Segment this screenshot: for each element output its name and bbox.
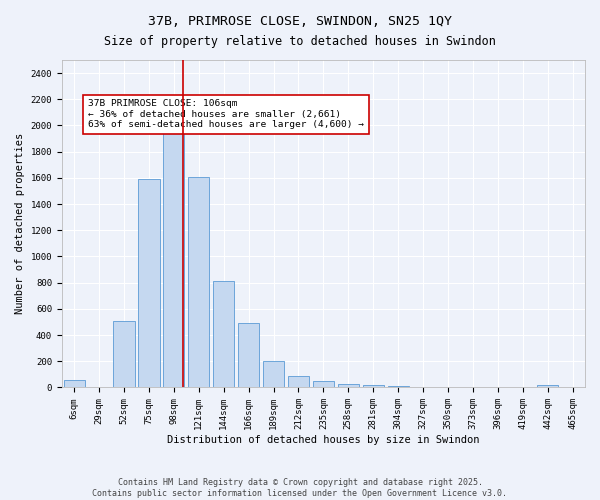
Bar: [188, 176, 209, 388]
Text: 37B, PRIMROSE CLOSE, SWINDON, SN25 1QY: 37B, PRIMROSE CLOSE, SWINDON, SN25 1QY: [148, 15, 452, 28]
Bar: [388, 386, 409, 388]
Bar: [139, 179, 160, 388]
Text: Size of property relative to detached houses in Swindon: Size of property relative to detached ho…: [104, 35, 496, 48]
Bar: [263, 362, 284, 388]
Bar: [238, 324, 259, 388]
Bar: [213, 282, 235, 388]
Bar: [362, 385, 384, 388]
Bar: [537, 385, 558, 388]
Bar: [64, 380, 85, 388]
Text: Contains HM Land Registry data © Crown copyright and database right 2025.
Contai: Contains HM Land Registry data © Crown c…: [92, 478, 508, 498]
Bar: [288, 376, 309, 388]
Text: 37B PRIMROSE CLOSE: 106sqm
← 36% of detached houses are smaller (2,661)
63% of s: 37B PRIMROSE CLOSE: 106sqm ← 36% of deta…: [88, 100, 364, 129]
Bar: [113, 320, 134, 388]
Bar: [338, 384, 359, 388]
Bar: [163, 130, 184, 388]
Bar: [412, 387, 434, 388]
Y-axis label: Number of detached properties: Number of detached properties: [15, 133, 25, 314]
X-axis label: Distribution of detached houses by size in Swindon: Distribution of detached houses by size …: [167, 435, 479, 445]
Bar: [313, 381, 334, 388]
